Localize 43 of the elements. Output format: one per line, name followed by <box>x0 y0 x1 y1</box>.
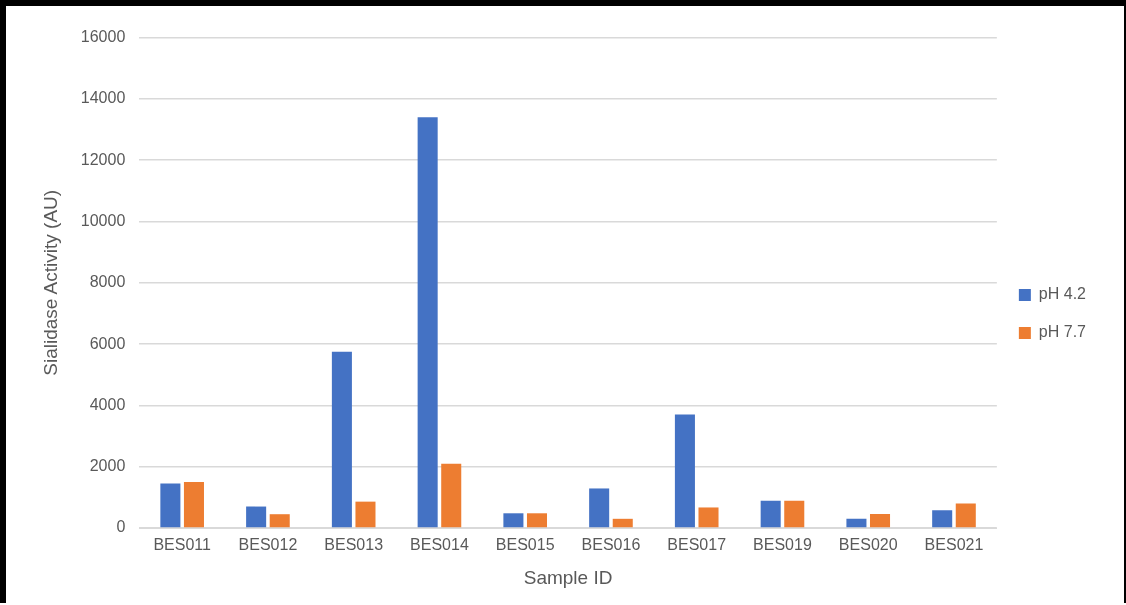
legend-label: pH 4.2 <box>1038 285 1087 303</box>
bar <box>526 513 548 528</box>
x-tick-label: BES020 <box>838 536 898 554</box>
bar <box>269 514 290 528</box>
x-tick-label: BES013 <box>324 536 384 554</box>
bar <box>784 500 805 528</box>
bar <box>441 463 462 528</box>
y-tick-label: 2000 <box>89 457 126 475</box>
y-tick-label: 12000 <box>80 150 126 168</box>
bar <box>589 488 610 528</box>
x-tick-label: BES014 <box>410 536 469 554</box>
y-tick-label: 14000 <box>80 89 126 107</box>
y-tick-label: 4000 <box>89 395 126 413</box>
bar <box>846 518 867 528</box>
bar <box>331 351 352 528</box>
legend-label: pH 7.7 <box>1038 323 1087 341</box>
x-tick-label: BES021 <box>924 536 984 554</box>
y-tick-label: 6000 <box>89 334 126 352</box>
bar <box>760 500 781 528</box>
y-tick-label: 10000 <box>80 211 126 229</box>
x-tick-label: BES017 <box>667 536 727 554</box>
y-axis-title: Sialidase Activity (AU) <box>39 189 61 376</box>
bar <box>869 513 891 528</box>
x-tick-label: BES019 <box>753 536 812 554</box>
bar <box>674 414 695 528</box>
bar <box>932 510 953 528</box>
bar <box>183 482 204 528</box>
bar <box>698 507 719 528</box>
x-tick-label: BES016 <box>581 536 641 554</box>
bar <box>246 506 267 528</box>
x-tick-label: BES011 <box>153 536 212 554</box>
bar <box>160 483 181 528</box>
bar <box>503 513 524 528</box>
x-tick-label: BES015 <box>495 536 555 554</box>
y-tick-label: 0 <box>116 518 126 536</box>
bar <box>955 503 976 528</box>
y-tick-label: 8000 <box>89 273 126 291</box>
bar <box>355 501 376 528</box>
x-axis-title: Sample ID <box>523 566 613 588</box>
bar <box>612 518 633 528</box>
x-tick-label: BES012 <box>238 536 298 554</box>
bar <box>417 117 438 528</box>
y-tick-label: 16000 <box>80 28 126 46</box>
